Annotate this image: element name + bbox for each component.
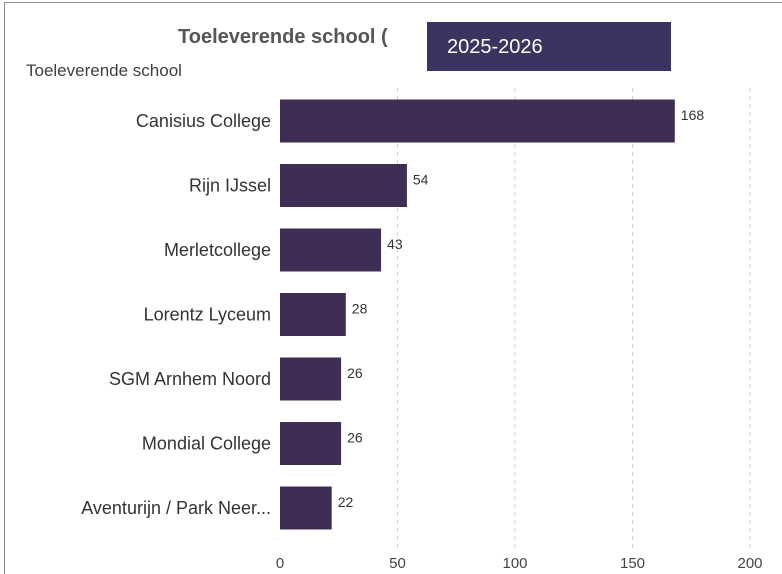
year-selector[interactable]: 2025-2026	[427, 22, 671, 71]
x-tick-label: 50	[389, 555, 406, 572]
category-label: Aventurijn / Park Neer...	[81, 498, 271, 518]
value-label: 168	[681, 107, 705, 123]
category-label: Merletcollege	[164, 240, 271, 260]
x-tick-label: 0	[276, 555, 284, 572]
bar	[280, 422, 342, 465]
x-tick-label: 150	[620, 555, 645, 572]
chart-frame	[4, 2, 782, 574]
category-label: SGM Arnhem Noord	[109, 369, 271, 389]
bar	[280, 228, 382, 272]
y-axis-heading: Toeleverende school	[26, 61, 182, 80]
bar	[280, 293, 346, 336]
x-tick-label: 100	[502, 555, 527, 572]
bar	[280, 99, 675, 143]
category-label: Canisius College	[136, 111, 271, 131]
value-label: 43	[387, 236, 403, 252]
value-label: 26	[347, 365, 363, 381]
category-label: Mondial College	[142, 434, 271, 454]
value-label: 22	[338, 494, 354, 510]
category-label: Rijn IJssel	[189, 176, 271, 196]
chart-title: Toeleverende school (	[178, 26, 388, 48]
x-tick-label: 200	[737, 555, 762, 572]
value-label: 28	[352, 301, 368, 317]
value-label: 54	[413, 172, 429, 188]
category-label: Lorentz Lyceum	[144, 305, 271, 325]
bar	[280, 164, 407, 207]
bar	[280, 357, 342, 401]
bar	[280, 486, 332, 530]
value-label: 26	[347, 430, 363, 446]
